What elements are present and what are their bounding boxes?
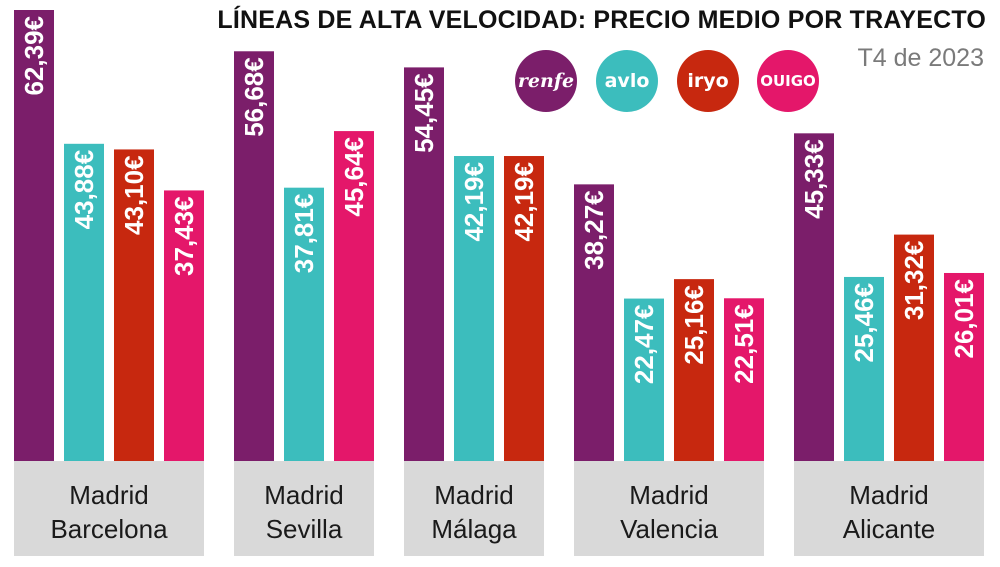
bar-avlo-4 [844, 276, 884, 461]
category-label-2-line0: Madrid [434, 480, 513, 510]
bar-iryo-4 [894, 234, 934, 461]
bar-avlo-2 [454, 156, 494, 461]
value-label-iryo-0: 43,10€ [119, 155, 149, 235]
bar-avlo-0 [64, 143, 104, 461]
value-label-avlo-4: 25,46€ [849, 283, 879, 363]
legend-avlo-logo: avlo [596, 50, 658, 112]
value-label-renfe-4: 45,33€ [799, 139, 829, 219]
value-label-renfe-1: 56,68€ [239, 57, 269, 137]
value-label-renfe-2: 54,45€ [409, 73, 439, 153]
category-label-band-2 [404, 461, 544, 556]
category-label-3-line0: Madrid [629, 480, 708, 510]
value-label-ouigo-3: 22,51€ [729, 304, 759, 384]
value-label-renfe-0: 62,39€ [19, 16, 49, 96]
value-label-avlo-2: 42,19€ [459, 162, 489, 242]
value-label-avlo-3: 22,47€ [629, 305, 659, 385]
category-label-band-4 [794, 461, 984, 556]
bar-renfe-1 [234, 51, 274, 462]
category-label-band-1 [234, 461, 374, 556]
category-label-0-line1: Barcelona [50, 514, 168, 544]
value-label-renfe-3: 38,27€ [579, 190, 609, 270]
category-label-4-line0: Madrid [849, 480, 928, 510]
category-label-1-line0: Madrid [264, 480, 343, 510]
category-label-2-line1: Málaga [431, 514, 517, 544]
bar-iryo-2 [504, 156, 544, 461]
bar-renfe-0 [14, 10, 54, 461]
bar-avlo-1 [284, 187, 324, 461]
category-label-0-line0: Madrid [69, 480, 148, 510]
bar-ouigo-3 [724, 298, 764, 461]
bar-iryo-3 [674, 279, 714, 461]
bar-ouigo-1 [334, 131, 374, 461]
chart-subtitle: T4 de 2023 [857, 44, 985, 72]
bar-renfe-3 [574, 184, 614, 461]
legend-iryo-logo: iryo [677, 50, 739, 112]
value-label-ouigo-0: 37,43€ [169, 196, 199, 276]
chart-title: LÍNEAS DE ALTA VELOCIDAD: PRECIO MEDIO P… [217, 6, 986, 34]
bar-renfe-4 [794, 133, 834, 461]
category-label-3-line1: Valencia [620, 514, 718, 544]
bar-avlo-3 [624, 298, 664, 461]
legend-renfe-logo: renfe [515, 50, 577, 112]
category-label-band-3 [574, 461, 764, 556]
category-label-4-line1: Alicante [843, 514, 936, 544]
category-label-band-0 [14, 461, 204, 556]
value-label-iryo-2: 42,19€ [509, 162, 539, 242]
category-label-1-line1: Sevilla [266, 514, 343, 544]
value-label-iryo-4: 31,32€ [899, 241, 929, 321]
bar-renfe-2 [404, 67, 444, 461]
value-label-ouigo-4: 26,01€ [949, 279, 979, 359]
legend-ouigo-logo: OUIGO [757, 50, 819, 112]
bar-ouigo-4 [944, 272, 984, 461]
bar-iryo-0 [114, 149, 154, 461]
bar-ouigo-0 [164, 190, 204, 462]
value-label-avlo-0: 43,88€ [69, 150, 99, 230]
value-label-iryo-3: 25,16€ [679, 285, 709, 365]
value-label-avlo-1: 37,81€ [289, 194, 319, 274]
value-label-ouigo-1: 45,64€ [339, 137, 369, 217]
